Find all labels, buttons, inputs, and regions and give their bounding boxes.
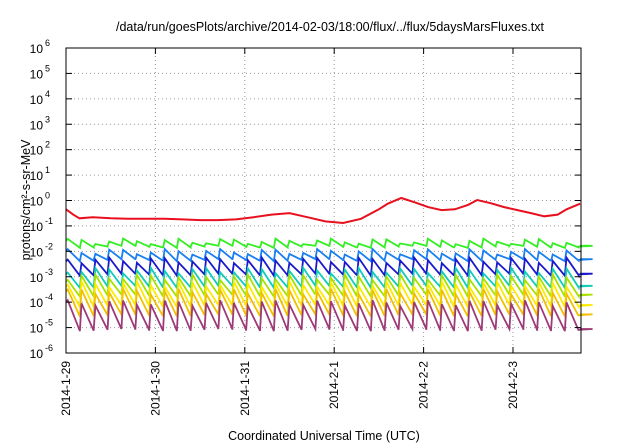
y-tick-label: 10 <box>30 347 44 361</box>
x-tick-label: 2014-1-31 <box>238 361 252 416</box>
y-tick-label: 10 <box>30 245 44 259</box>
y-tick-label: 10 <box>30 67 44 81</box>
y-tick-label: 10 <box>30 118 44 132</box>
chart-title: /data/run/goesPlots/archive/2014-02-03/1… <box>116 20 545 34</box>
x-tick-label: 2014-2-3 <box>506 361 520 409</box>
y-tick-exponent: -2 <box>45 241 53 251</box>
y-tick-label: 10 <box>30 322 44 336</box>
x-tick-label: 2014-2-2 <box>417 361 431 409</box>
y-tick-label: 10 <box>30 144 44 158</box>
data-series <box>65 196 593 333</box>
flux-series-line <box>65 298 593 333</box>
y-tick-label: 10 <box>30 271 44 285</box>
y-tick-exponent: 0 <box>45 191 50 201</box>
x-tick-label: 2014-2-1 <box>327 361 341 409</box>
flux-series-line <box>65 254 593 279</box>
y-tick-exponent: -3 <box>45 267 53 277</box>
grid-lines <box>66 48 581 353</box>
y-tick-exponent: 5 <box>45 63 50 73</box>
y-tick-exponent: 3 <box>45 114 50 124</box>
y-tick-label: 10 <box>30 296 44 310</box>
x-tick-label: 2014-1-30 <box>148 361 162 416</box>
y-tick-label: 10 <box>30 42 44 56</box>
y-tick-label: 10 <box>30 220 44 234</box>
y-tick-exponent: -6 <box>45 343 53 353</box>
y-tick-label: 10 <box>30 93 44 107</box>
plot-frame <box>65 47 582 354</box>
y-tick-exponent: -5 <box>45 318 53 328</box>
y-tick-exponent: 1 <box>45 165 50 175</box>
y-tick-exponent: -4 <box>45 292 53 302</box>
y-tick-exponent: 6 <box>45 38 50 48</box>
y-tick-exponent: -1 <box>45 216 53 226</box>
y-tick-label: 10 <box>30 169 44 183</box>
y-tick-label: 10 <box>30 195 44 209</box>
flux-series-line <box>65 247 593 264</box>
y-axis-ticks: 10 -610 -510 -410 -310 -210 -110 010 110 210 310 41… <box>30 38 581 361</box>
x-axis-label: Coordinated Universal Time (UTC) <box>228 429 420 443</box>
x-axis-ticks: 2014-1-29 2014-1-30 2014-1-31 2014-2-1 2014-… <box>59 48 520 416</box>
flux-series-line <box>65 237 593 250</box>
flux-series-line <box>65 196 581 225</box>
y-tick-exponent: 2 <box>45 140 50 150</box>
y-axis-label: protons/cm²-s-sr-MeV <box>19 139 33 261</box>
x-tick-label: 2014-1-29 <box>59 361 73 416</box>
y-tick-exponent: 4 <box>45 89 50 99</box>
flux-series-line <box>65 285 593 319</box>
